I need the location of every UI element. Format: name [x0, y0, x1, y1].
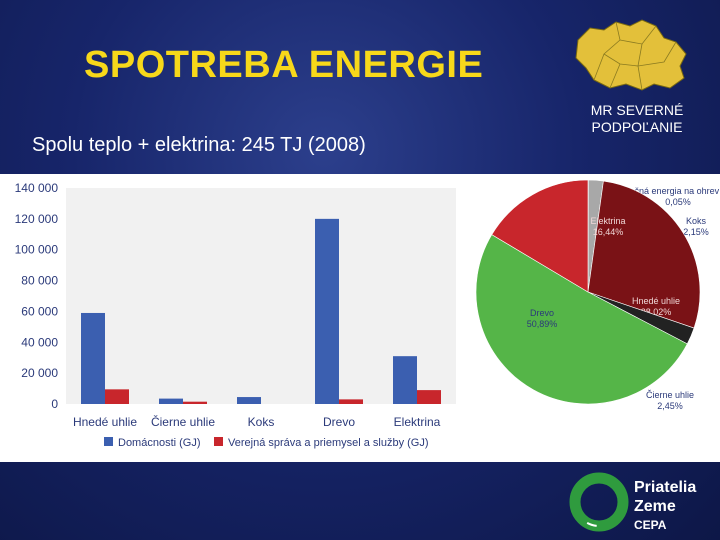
y-tick-label: 80 000 [21, 274, 58, 288]
pie-label: Koks [686, 216, 707, 226]
bar [417, 390, 441, 404]
brand-logo: Priatelia Zeme CEPA [568, 470, 718, 534]
bar [393, 356, 417, 404]
pie-value-label: 50,89% [527, 319, 558, 329]
bar [81, 312, 105, 404]
region-label: MR SEVERNÉ PODPOĽANIE [582, 102, 692, 136]
legend-label: Verejná správa a priemysel a služby (GJ) [228, 437, 429, 449]
region-label-line1: MR SEVERNÉ [590, 102, 684, 118]
y-tick-label: 60 000 [21, 304, 58, 318]
pie-chart: Slnečná energia na ohrev TÚV0,05% Koks2,1… [475, 179, 720, 411]
pie-label: Čierne uhlie [646, 390, 694, 400]
pie-label: Elektrina [590, 216, 625, 226]
y-tick-label: 120 000 [15, 212, 59, 226]
region-map-icon [575, 19, 687, 91]
pie-value-label: 0,05% [665, 197, 691, 207]
y-tick-label: 20 000 [21, 366, 58, 380]
bar [183, 401, 207, 404]
legend-swatch [214, 437, 223, 446]
x-tick-label: Drevo [323, 415, 355, 429]
region-label-line2: PODPOĽANIE [591, 119, 683, 135]
bar [237, 397, 261, 404]
legend-swatch [104, 437, 113, 446]
brand-line1: Priatelia [634, 479, 697, 496]
pie-value-label: 2,45% [657, 401, 683, 411]
bar [105, 389, 129, 404]
x-tick-label: Čierne uhlie [151, 414, 215, 429]
pie-slice [475, 234, 688, 405]
pie-value-label: 28,02% [641, 307, 672, 317]
legend-label: Domácnosti (GJ) [118, 437, 201, 449]
pie-label: Drevo [530, 308, 554, 318]
chart-panel: 0 20 000 40 000 60 000 80 000 100 000 120 000 1… [0, 174, 720, 462]
y-tick-label: 0 [51, 397, 58, 411]
y-tick-label: 100 000 [15, 243, 59, 257]
y-tick-label: 40 000 [21, 335, 58, 349]
y-tick-label: 140 000 [15, 181, 59, 195]
brand-text: Priatelia Zeme CEPA [634, 478, 696, 535]
x-tick-label: Hnedé uhlie [73, 415, 137, 429]
slide-title: SPOTREBA ENERGIE [84, 44, 484, 86]
x-tick-label: Elektrina [394, 415, 441, 429]
bar [339, 399, 363, 404]
pie-slice [587, 180, 701, 329]
pie-label: Slnečná energia na ohrev TÚV [617, 186, 720, 196]
logo-ring-icon [569, 472, 629, 532]
pie-slice [491, 179, 589, 293]
x-tick-label: Koks [248, 415, 275, 429]
bar [315, 218, 339, 404]
plot-area [66, 188, 456, 404]
brand-line2: Zeme [634, 498, 676, 515]
bar-chart: 0 20 000 40 000 60 000 80 000 100 000 120 000 1… [15, 181, 456, 449]
pie-value-label: 16,44% [593, 227, 624, 237]
pie-value-label: 2,15% [683, 227, 709, 237]
pie-label: Hnedé uhlie [632, 296, 680, 306]
bar [159, 398, 183, 404]
brand-line3: CEPA [634, 518, 667, 532]
slide-subtitle: Spolu teplo + elektrina: 245 TJ (2008) [32, 134, 366, 156]
